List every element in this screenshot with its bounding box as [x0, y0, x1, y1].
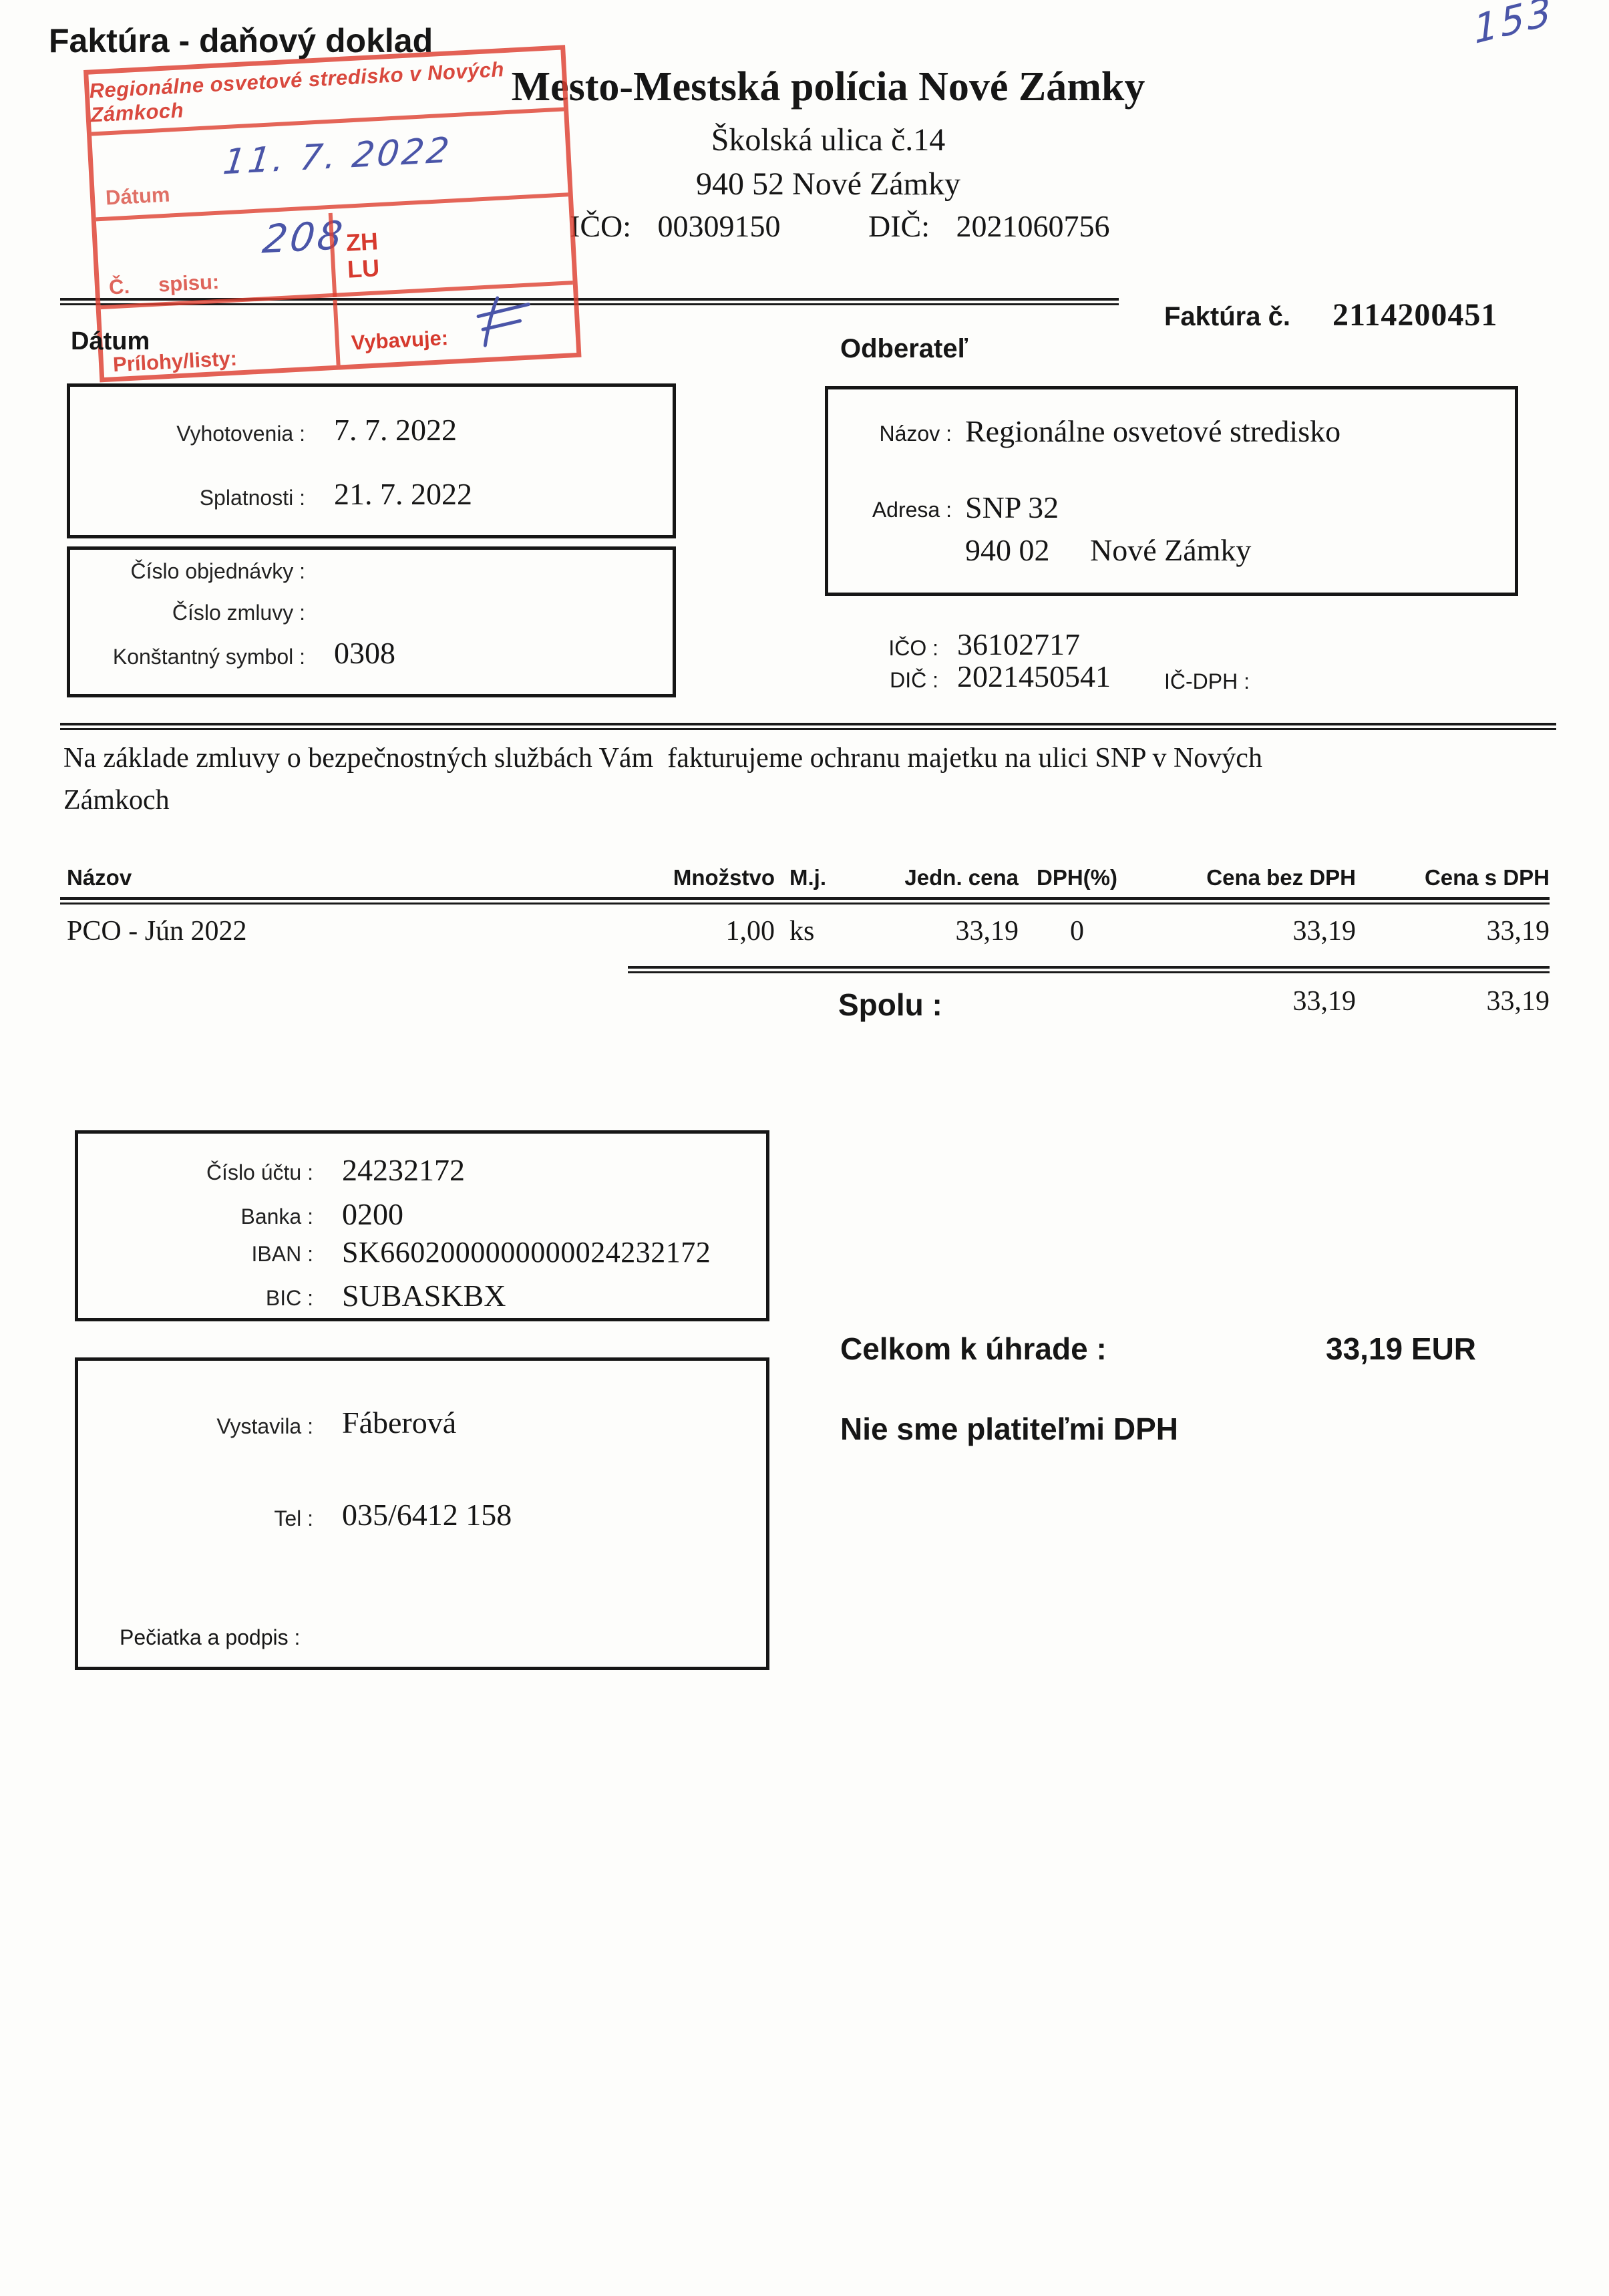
- order-number-label: Číslo objednávky :: [130, 559, 305, 583]
- amount-due-value: 33,19 EUR: [1326, 1331, 1477, 1366]
- items-table: Názov Množstvo M.j. Jedn. cena DPH(%) Ce…: [60, 865, 1550, 1028]
- item-price-incl: 33,19: [1486, 916, 1550, 947]
- contract-number-label: Číslo zmluvy :: [172, 601, 305, 625]
- account-value: 24232172: [342, 1153, 465, 1187]
- header-divider: [60, 298, 1119, 305]
- amount-due-label: Celkom k úhrade :: [840, 1331, 1107, 1366]
- issued-value: 7. 7. 2022: [334, 413, 457, 447]
- account-label: Číslo účtu :: [206, 1160, 313, 1184]
- supplier-registration-line: IČO: 00309150 DIČ: 2021060756: [570, 208, 1110, 244]
- customer-icdph-label: IČ-DPH :: [1164, 669, 1250, 693]
- tel-value: 035/6412 158: [342, 1498, 512, 1532]
- col-header-name: Názov: [67, 865, 132, 890]
- customer-address-street: SNP 32: [965, 490, 1059, 524]
- supplier-dic-value: 2021060756: [956, 209, 1110, 243]
- invoice-number-label: Faktúra č.: [1164, 302, 1290, 331]
- iban-label: IBAN :: [251, 1242, 313, 1266]
- body-divider: [60, 723, 1556, 730]
- table-total-rule: [628, 966, 1550, 973]
- item-name: PCO - Jún 2022: [67, 916, 247, 947]
- supplier-name: Mesto-Mestská polícia Nové Zámky: [511, 64, 1145, 110]
- customer-dic-value: 2021450541: [957, 659, 1111, 693]
- stamp-handler-row: Prílohy/listy: Vybavuje:: [101, 287, 577, 377]
- stamp-title: Regionálne osvetové stredisko v Nových Z…: [88, 57, 505, 127]
- item-vat: 0: [1070, 916, 1084, 947]
- customer-dic-label: DIČ :: [890, 668, 938, 692]
- stamp-file-number-label: Č. spisu:: [108, 269, 220, 299]
- col-header-unit: M.j.: [789, 865, 826, 890]
- col-header-price-excl: Cena bez DPH: [1206, 865, 1356, 890]
- total-price-excl: 33,19: [1292, 986, 1357, 1017]
- registry-stamp: Regionálne osvetové stredisko v Nových Z…: [83, 45, 582, 383]
- supplier-street: Školská ulica č.14: [711, 122, 946, 158]
- issued-label: Vyhotovenia :: [176, 422, 305, 446]
- bic-label: BIC :: [265, 1286, 313, 1310]
- stamp-code-line1: ZH: [345, 227, 379, 257]
- item-qty: 1,00: [725, 916, 775, 947]
- stamp-signature-label: Pečiatka a podpis :: [120, 1625, 301, 1649]
- supplier-ico-label: IČO:: [570, 209, 631, 243]
- col-header-unit-price: Jedn. cena: [904, 865, 1019, 890]
- supplier-ico-value: 00309150: [657, 209, 781, 243]
- bank-code-value: 0200: [342, 1197, 403, 1231]
- customer-ico-value: 36102717: [957, 627, 1080, 661]
- invoice-description: Na základe zmluvy o bezpečnostných služb…: [63, 743, 1262, 816]
- customer-name-label: Názov :: [879, 422, 952, 446]
- table-header-rule: [60, 897, 1550, 905]
- signature-scribble-icon: [476, 296, 530, 347]
- dates-box-heading: Dátum: [71, 327, 150, 355]
- total-price-incl: 33,19: [1486, 986, 1550, 1017]
- invoice-number-value: 2114200451: [1332, 297, 1498, 333]
- customer-address-zip: 940 02: [965, 533, 1050, 567]
- col-header-vat: DPH(%): [1037, 865, 1117, 890]
- stamp-date-handwritten: 11. 7. 2022: [220, 130, 454, 183]
- supplier-dic-label: DIČ:: [868, 209, 930, 243]
- items-table-header: Názov Množstvo M.j. Jedn. cena DPH(%) Ce…: [60, 865, 1550, 890]
- customer-name-value: Regionálne osvetové stredisko: [965, 414, 1341, 448]
- stamp-date-label: Dátum: [105, 182, 171, 210]
- item-price-excl: 33,19: [1292, 916, 1357, 947]
- bank-box: Číslo účtu : 24232172 Banka : 0200 IBAN …: [75, 1130, 769, 1321]
- due-label: Splatnosti :: [199, 486, 305, 510]
- customer-ico-label: IČO :: [888, 636, 938, 660]
- stamp-code-line2: LU: [347, 253, 381, 283]
- customer-address-city: Nové Zámky: [1090, 533, 1252, 567]
- customer-heading: Odberateľ: [840, 334, 968, 363]
- col-header-qty: Množstvo: [673, 865, 775, 890]
- supplier-city: 940 52 Nové Zámky: [696, 166, 960, 202]
- tel-label: Tel :: [274, 1506, 313, 1530]
- stamp-handler-label: Vybavuje:: [350, 325, 449, 355]
- stamp-handler-cell: Vybavuje:: [333, 287, 577, 365]
- due-value: 21. 7. 2022: [334, 477, 472, 511]
- order-box: Číslo objednávky : Číslo zmluvy : Konšta…: [67, 546, 676, 697]
- bic-value: SUBASKBX: [342, 1279, 506, 1313]
- col-header-price-incl: Cena s DPH: [1424, 865, 1550, 890]
- table-row: PCO - Jún 2022 1,00 ks 33,19 0 33,19 33,…: [60, 915, 1550, 947]
- customer-address-label: Adresa :: [872, 498, 952, 522]
- page-title: Faktúra - daňový doklad: [49, 22, 433, 59]
- issuer-box: Vystavila : Fáberová Tel : 035/6412 158 …: [75, 1357, 769, 1670]
- bank-code-label: Banka :: [240, 1204, 313, 1228]
- issued-by-value: Fáberová: [342, 1406, 457, 1440]
- table-total-row: Spolu : 33,19 33,19: [60, 985, 1550, 1028]
- handwritten-corner-number: 153: [1472, 0, 1556, 53]
- item-unit: ks: [789, 916, 815, 947]
- dates-box: Vyhotovenia : 7. 7. 2022 Splatnosti : 21…: [67, 383, 676, 538]
- constant-symbol-label: Konštantný symbol :: [112, 645, 305, 669]
- vat-note: Nie sme platiteľmi DPH: [840, 1412, 1178, 1446]
- stamp-code-cell: ZH LU: [328, 210, 381, 297]
- issued-by-label: Vystavila :: [216, 1414, 313, 1438]
- item-unit-price: 33,19: [955, 916, 1019, 947]
- constant-symbol-value: 0308: [334, 636, 395, 670]
- iban-value: SK6602000000000024232172: [342, 1236, 711, 1269]
- total-label: Spolu :: [838, 987, 942, 1022]
- customer-box: Názov : Regionálne osvetové stredisko Ad…: [825, 386, 1518, 596]
